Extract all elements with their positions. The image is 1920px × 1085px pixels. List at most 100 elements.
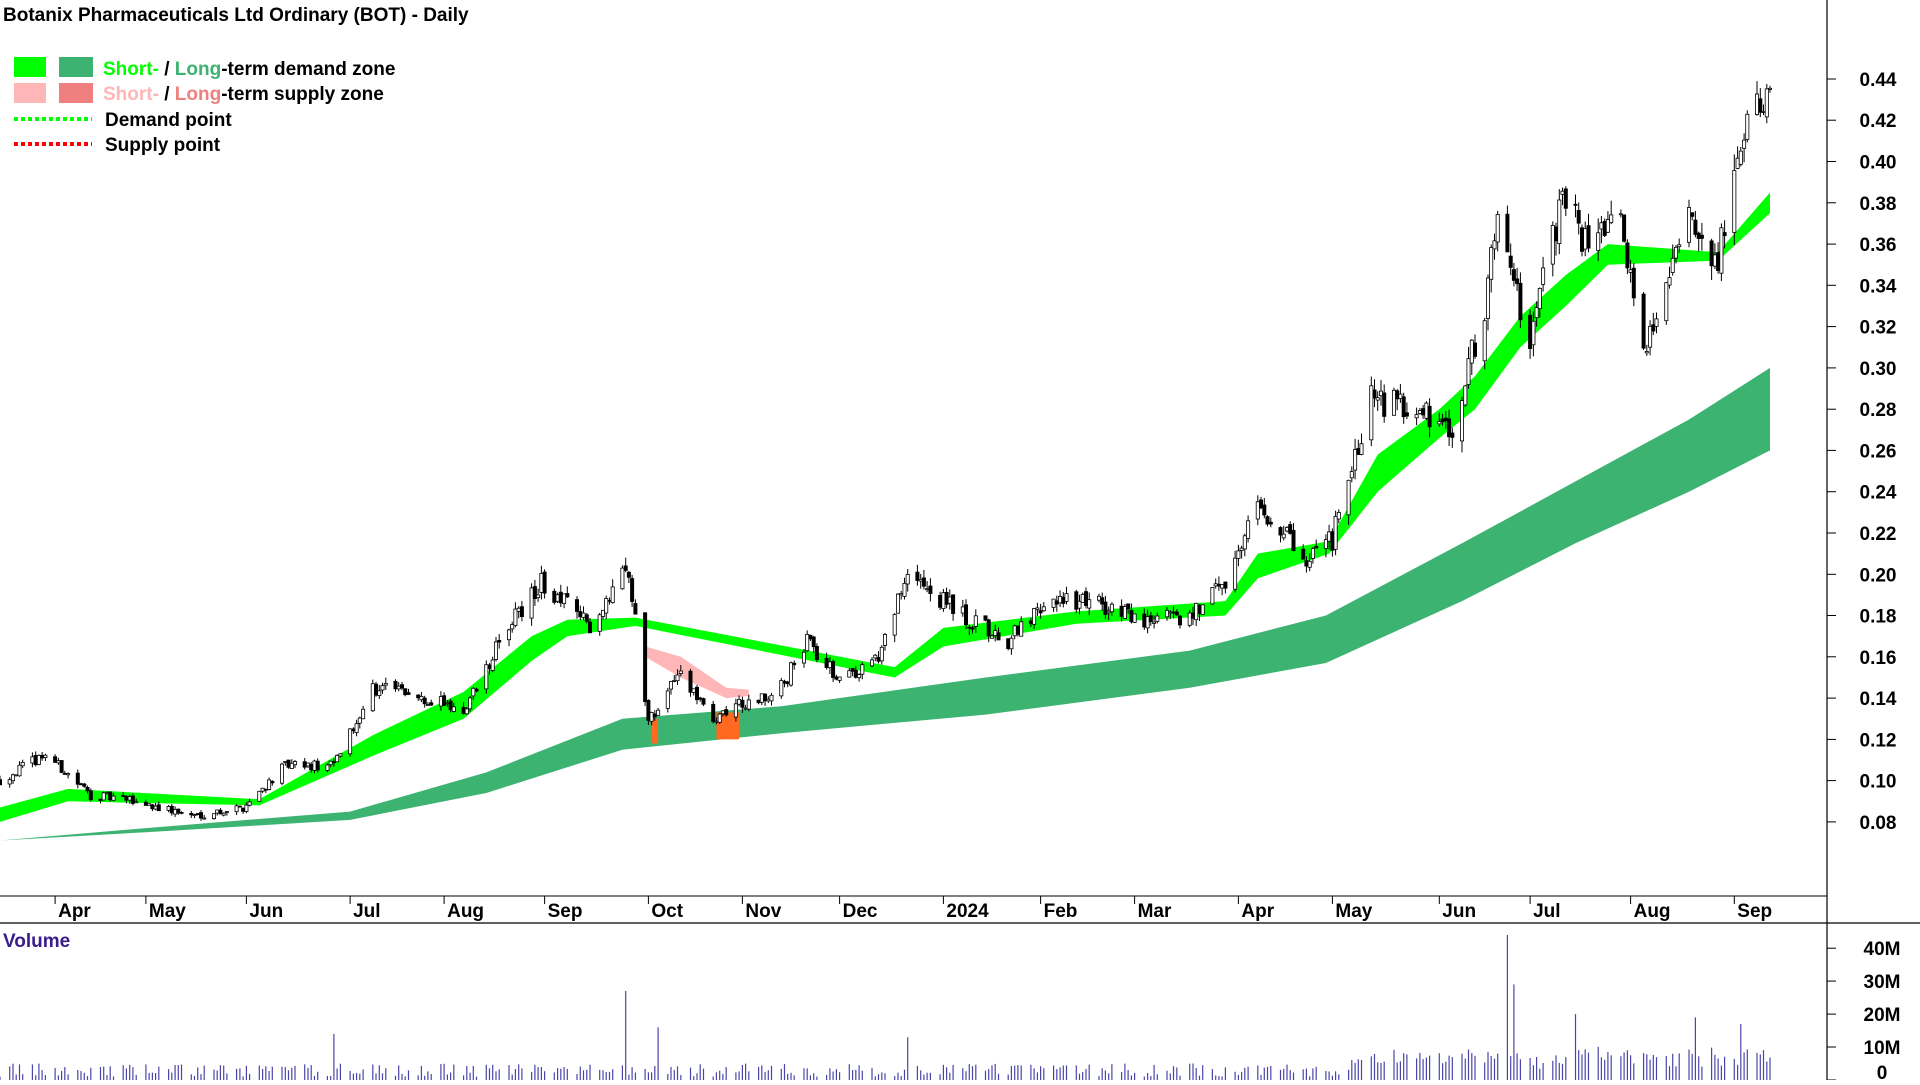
candle-body	[85, 787, 90, 792]
candle-body	[1505, 213, 1510, 253]
candle-body	[373, 683, 378, 696]
candle-body	[1560, 190, 1565, 195]
candle-body	[98, 798, 103, 801]
candle-body	[0, 779, 3, 786]
candle-body	[1375, 397, 1380, 401]
candle-body	[393, 680, 398, 690]
candle-body	[166, 806, 171, 811]
candle-body	[88, 790, 93, 801]
candle-body	[464, 708, 469, 715]
candle-body	[951, 594, 956, 614]
candle-body	[461, 707, 466, 714]
candle-body	[724, 709, 729, 716]
candle-body	[315, 760, 320, 771]
candle-body	[701, 698, 706, 705]
candle-body	[487, 664, 492, 669]
candle-body	[558, 591, 563, 604]
candle-body	[669, 681, 674, 690]
candle-body	[484, 664, 489, 690]
volume-tick-label: 10M	[1864, 1038, 1901, 1059]
candle-body	[756, 699, 761, 704]
candle-body	[1129, 609, 1134, 623]
candle-body	[1359, 443, 1364, 455]
candle-body	[1028, 620, 1033, 625]
candle-body	[195, 813, 200, 815]
candle-body	[1304, 560, 1309, 567]
candle-body	[892, 614, 897, 636]
candle-body	[1006, 638, 1011, 650]
price-tick-label: 0.26	[1860, 441, 1897, 462]
candle-body	[1515, 278, 1520, 285]
candle-body	[1200, 604, 1205, 615]
candle-body	[562, 593, 567, 605]
candle-body	[630, 578, 635, 602]
candle-body	[215, 809, 220, 814]
chart-title: Botanix Pharmaceuticals Ltd Ordinary (BO…	[3, 5, 469, 26]
date-tick-label: Sep	[1737, 901, 1772, 922]
candle-body	[438, 696, 443, 707]
price-tick-label: 0.42	[1860, 111, 1897, 132]
candle-body	[179, 812, 184, 814]
candle-body	[1220, 584, 1225, 589]
candle-body	[808, 634, 813, 640]
candle-body	[1191, 612, 1196, 619]
candle-body	[1291, 530, 1296, 552]
date-tick-label: 2024	[946, 901, 989, 922]
candle-body	[1664, 282, 1669, 322]
candle-body	[1262, 504, 1267, 516]
candle-body	[283, 761, 288, 763]
candle-body	[1356, 448, 1361, 455]
candle-body	[1054, 600, 1059, 605]
price-tick-label: 0.40	[1860, 153, 1897, 174]
candle-body	[1573, 203, 1578, 206]
candle-body	[1216, 583, 1221, 587]
chart-legend: Short- / Long-term demand zone Short- / …	[14, 57, 395, 156]
candle-body	[1541, 267, 1546, 285]
candle-body	[305, 762, 310, 767]
candle-body	[860, 664, 865, 675]
candle-body	[896, 593, 901, 614]
candle-body	[759, 693, 764, 703]
candle-body	[873, 654, 878, 659]
candle-body	[837, 676, 842, 681]
candle-body	[1450, 432, 1455, 438]
candle-body	[1511, 269, 1516, 281]
candle-body	[695, 686, 700, 701]
date-axis-ticks: Apr May Jun Jul Aug Sep Oct Nov Dec 2024 Feb Mar Apr…	[54, 896, 1772, 922]
candle-body	[234, 805, 239, 813]
candle-body	[1628, 269, 1633, 273]
candle-body	[1233, 557, 1238, 590]
candle-body	[471, 687, 476, 697]
candle-body	[1557, 199, 1562, 244]
candle-body	[1768, 87, 1773, 90]
candle-body	[1032, 608, 1037, 625]
candle-body	[506, 629, 511, 641]
candle-body	[720, 710, 725, 715]
candle-body	[925, 588, 930, 591]
candle-body	[1443, 417, 1448, 422]
candle-body	[601, 609, 606, 617]
candle-body	[1012, 625, 1017, 637]
legend-supply-sep-text: /	[159, 84, 175, 105]
candle-body	[442, 695, 447, 706]
candle-body	[824, 658, 829, 668]
candle-body	[1625, 242, 1630, 269]
candle-body	[766, 698, 771, 702]
candle-body	[1690, 212, 1695, 217]
candle-body	[967, 626, 972, 629]
candle-body	[986, 619, 991, 637]
candle-body	[302, 761, 307, 768]
candle-body	[1106, 610, 1111, 614]
candle-body	[1278, 527, 1283, 536]
candle-body	[607, 599, 612, 602]
candle-body	[831, 661, 836, 678]
candle-body	[698, 697, 703, 700]
candle-body	[403, 688, 408, 696]
legend-demand-sep-text: /	[159, 59, 175, 80]
candle-body	[7, 779, 12, 785]
candle-body	[1583, 228, 1588, 250]
legend-demand-suffix-text: -term demand zone	[221, 59, 395, 80]
candle-body	[672, 680, 677, 682]
candle-body	[656, 709, 661, 716]
